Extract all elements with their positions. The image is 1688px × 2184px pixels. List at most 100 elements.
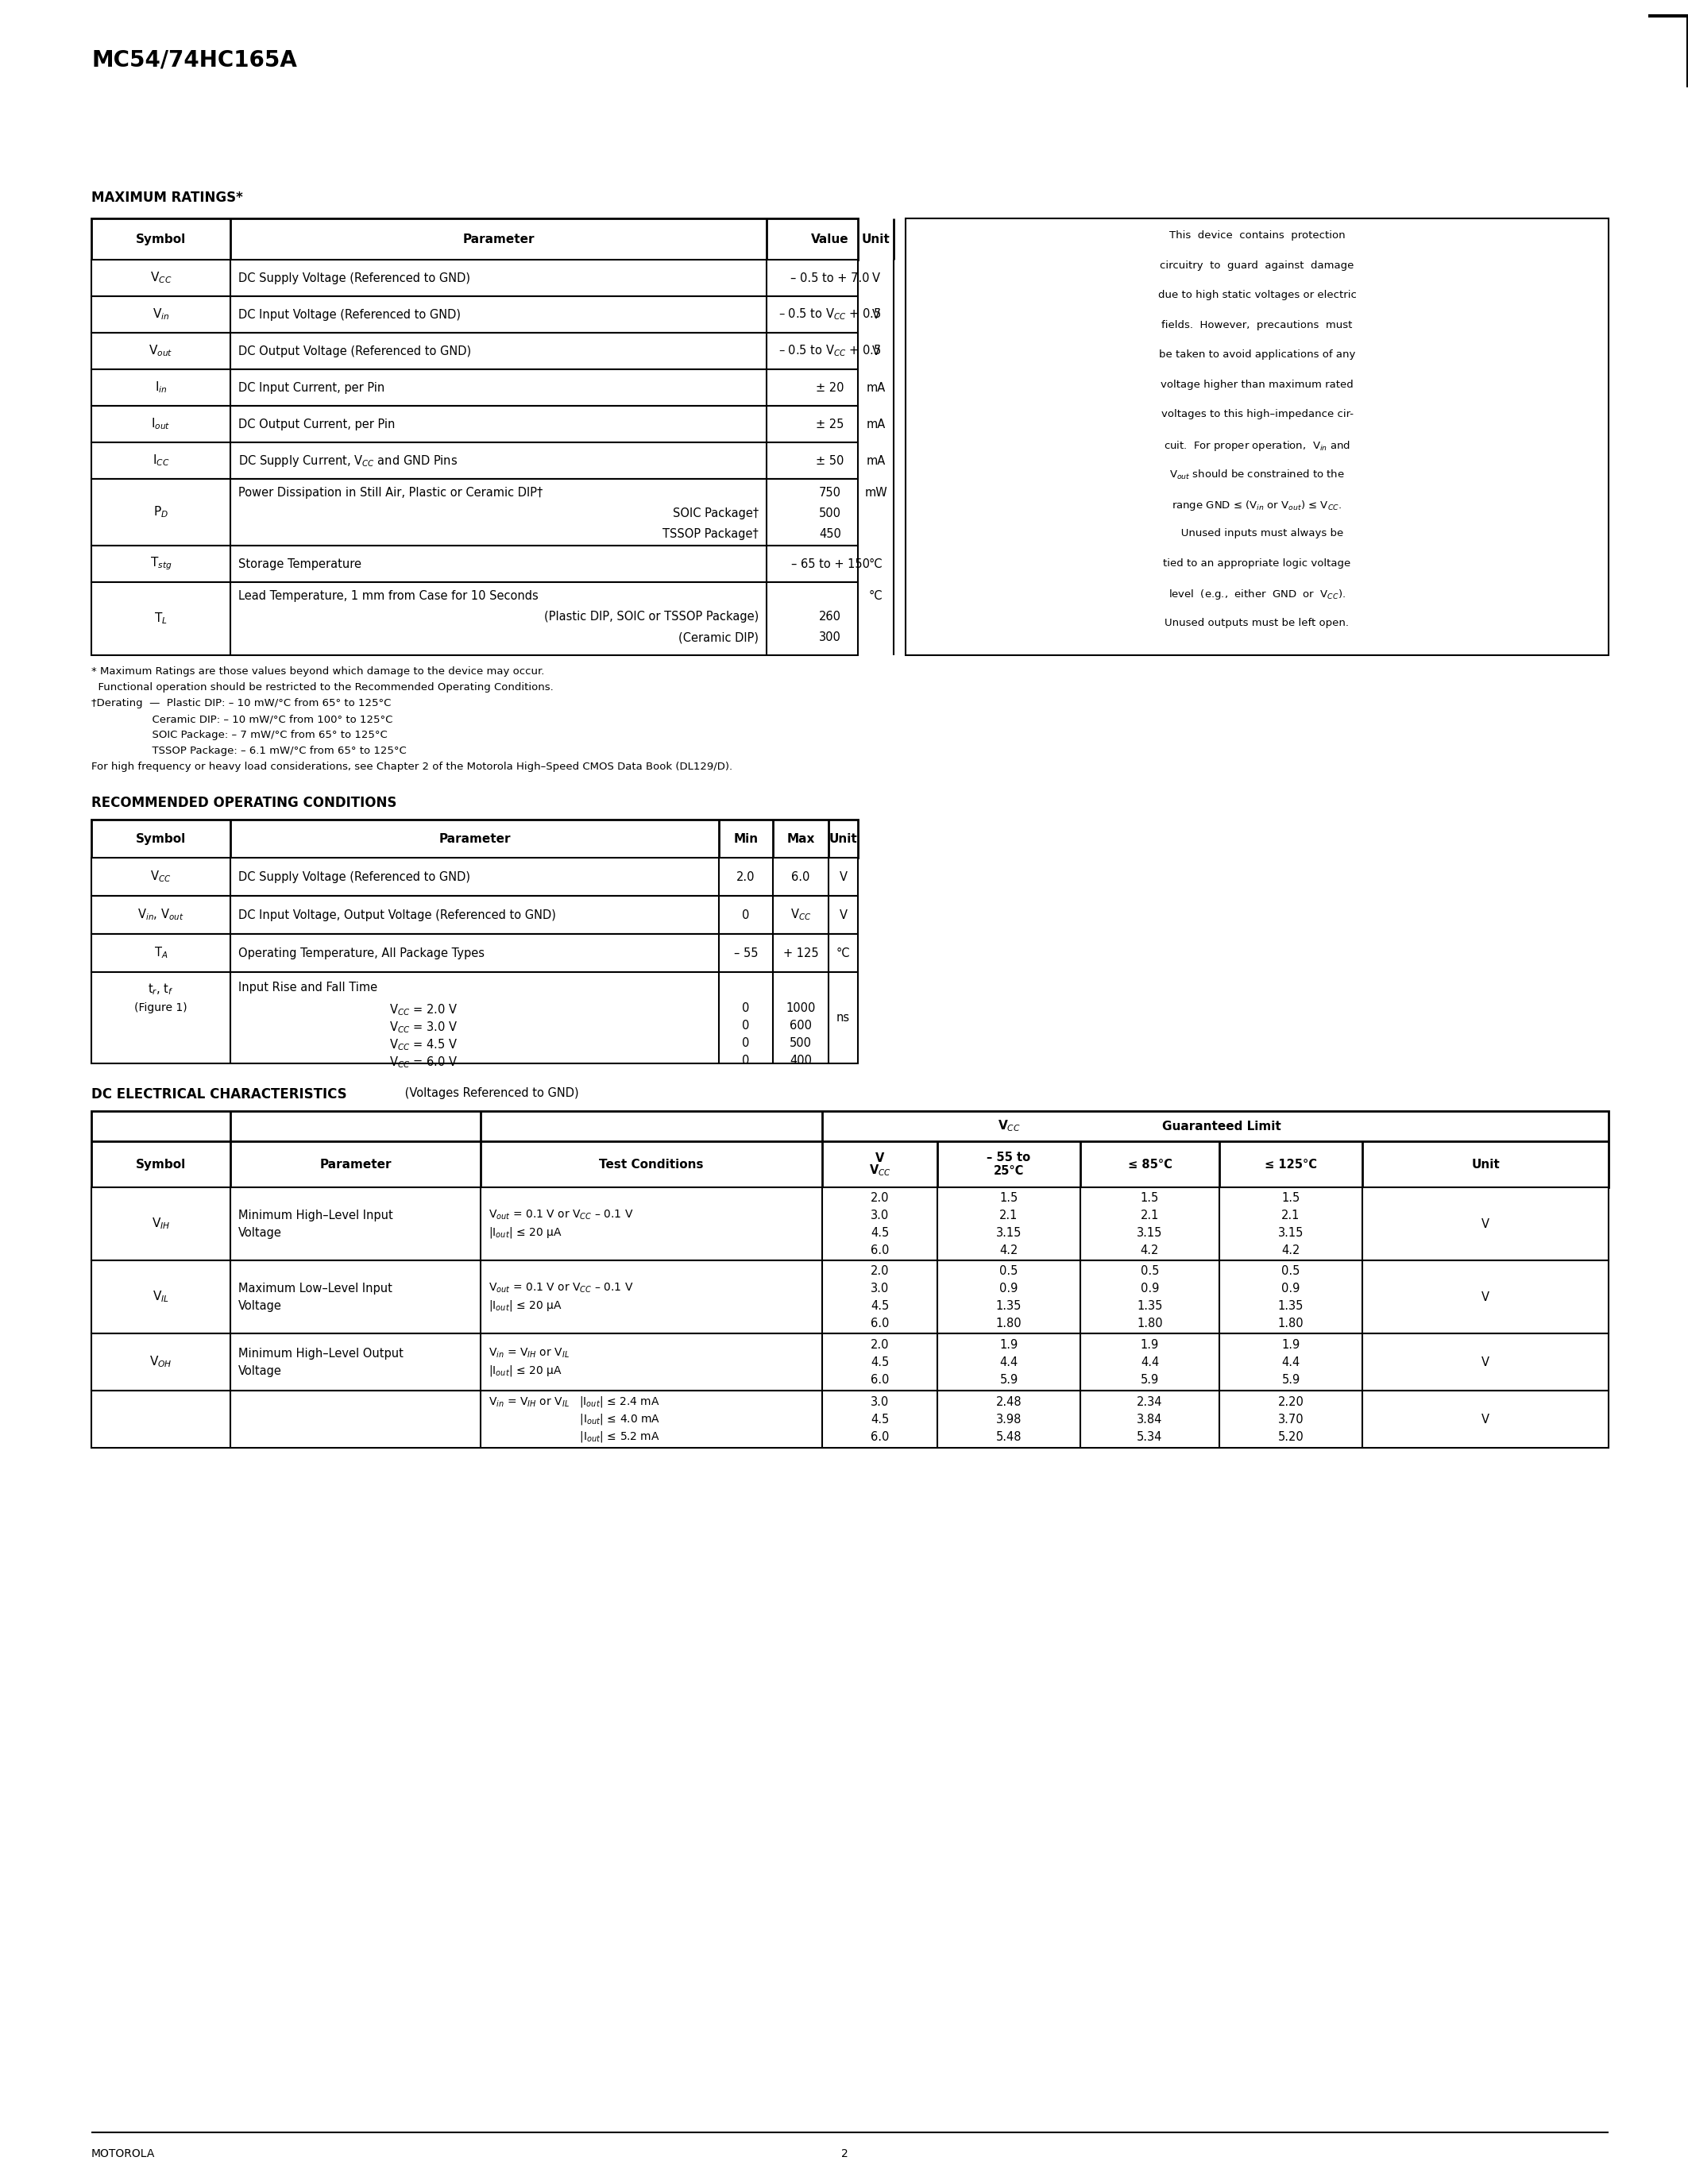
- Text: DC ELECTRICAL CHARACTERISTICS: DC ELECTRICAL CHARACTERISTICS: [91, 1088, 346, 1101]
- Bar: [91, 332, 858, 369]
- Text: level  (e.g.,  either  GND  or  V$_{CC}$).: level (e.g., either GND or V$_{CC}$).: [1168, 587, 1345, 601]
- Text: 500: 500: [819, 507, 841, 520]
- Text: 0: 0: [743, 1002, 749, 1013]
- Text: – 0.5 to + 7.0: – 0.5 to + 7.0: [790, 273, 869, 284]
- Text: |I$_{out}$| ≤ 20 μA: |I$_{out}$| ≤ 20 μA: [488, 1225, 562, 1241]
- Text: Guaranteed Limit: Guaranteed Limit: [1161, 1120, 1281, 1131]
- Text: V$_{CC}$: V$_{CC}$: [790, 909, 812, 922]
- Text: ≤ 85°C: ≤ 85°C: [1128, 1158, 1171, 1171]
- Text: voltage higher than maximum rated: voltage higher than maximum rated: [1161, 380, 1354, 389]
- Text: 6.0: 6.0: [871, 1374, 890, 1385]
- Text: |I$_{out}$| ≤ 20 μA: |I$_{out}$| ≤ 20 μA: [488, 1299, 562, 1313]
- Text: 2.48: 2.48: [996, 1396, 1021, 1409]
- Text: 1.80: 1.80: [1138, 1317, 1163, 1330]
- Bar: [91, 972, 858, 1064]
- Text: Parameter: Parameter: [319, 1158, 392, 1171]
- Text: 1.5: 1.5: [1141, 1192, 1160, 1203]
- Text: 400: 400: [790, 1055, 812, 1066]
- Text: 0.9: 0.9: [999, 1282, 1018, 1295]
- Text: 2.0: 2.0: [871, 1339, 890, 1350]
- Text: 3.84: 3.84: [1138, 1413, 1163, 1426]
- Text: 1.35: 1.35: [1278, 1299, 1303, 1313]
- Text: V$_{CC}$: V$_{CC}$: [150, 271, 172, 286]
- Text: °C: °C: [869, 557, 883, 570]
- Text: + 125: + 125: [783, 948, 819, 959]
- Text: |I$_{out}$| ≤ 4.0 mA: |I$_{out}$| ≤ 4.0 mA: [488, 1413, 660, 1426]
- Text: 0: 0: [743, 909, 749, 922]
- Bar: [91, 478, 858, 546]
- Text: 1.80: 1.80: [1278, 1317, 1303, 1330]
- Text: 2.1: 2.1: [1281, 1210, 1300, 1221]
- Text: 1.9: 1.9: [1141, 1339, 1160, 1350]
- Text: 450: 450: [819, 529, 841, 539]
- Text: MOTOROLA: MOTOROLA: [91, 2149, 155, 2160]
- Text: DC Input Voltage, Output Voltage (Referenced to GND): DC Input Voltage, Output Voltage (Refere…: [238, 909, 555, 922]
- Text: (Ceramic DIP): (Ceramic DIP): [679, 631, 758, 644]
- Text: V: V: [839, 909, 847, 922]
- Bar: [91, 297, 858, 332]
- Text: 300: 300: [819, 631, 841, 644]
- Bar: [91, 858, 858, 895]
- Text: 1.5: 1.5: [999, 1192, 1018, 1203]
- Text: – 0.5 to V$_{CC}$ + 0.5: – 0.5 to V$_{CC}$ + 0.5: [778, 343, 881, 358]
- Text: 3.0: 3.0: [871, 1282, 890, 1295]
- Text: 3.70: 3.70: [1278, 1413, 1303, 1426]
- Text: mW: mW: [864, 487, 888, 498]
- Text: V$_{CC}$ = 2.0 V: V$_{CC}$ = 2.0 V: [390, 1002, 457, 1018]
- Text: DC Supply Current, V$_{CC}$ and GND Pins: DC Supply Current, V$_{CC}$ and GND Pins: [238, 452, 457, 467]
- Text: 0: 0: [743, 1055, 749, 1066]
- Text: Unit: Unit: [829, 832, 858, 845]
- Text: 1.9: 1.9: [999, 1339, 1018, 1350]
- Text: range GND ≤ (V$_{in}$ or V$_{out}$) ≤ V$_{CC}$.: range GND ≤ (V$_{in}$ or V$_{out}$) ≤ V$…: [1171, 498, 1342, 511]
- Text: SOIC Package: – 7 mW/°C from 65° to 125°C: SOIC Package: – 7 mW/°C from 65° to 125°…: [91, 729, 388, 740]
- Text: Symbol: Symbol: [135, 832, 186, 845]
- Bar: [91, 819, 858, 858]
- Text: Ceramic DIP: – 10 mW/°C from 100° to 125°C: Ceramic DIP: – 10 mW/°C from 100° to 125…: [91, 714, 393, 725]
- Text: I$_{CC}$: I$_{CC}$: [152, 454, 169, 467]
- Text: Symbol: Symbol: [135, 234, 186, 245]
- Bar: [91, 443, 858, 478]
- Text: 1.35: 1.35: [996, 1299, 1021, 1313]
- Text: Voltage: Voltage: [238, 1365, 282, 1376]
- Text: cuit.  For proper operation,  V$_{in}$ and: cuit. For proper operation, V$_{in}$ and: [1163, 439, 1350, 452]
- Text: V$_{out}$ should be constrained to the: V$_{out}$ should be constrained to the: [1170, 470, 1345, 480]
- Bar: [91, 935, 858, 972]
- Text: Minimum High–Level Input: Minimum High–Level Input: [238, 1210, 393, 1221]
- Text: Test Conditions: Test Conditions: [599, 1158, 704, 1171]
- Text: Lead Temperature, 1 mm from Case for 10 Seconds: Lead Temperature, 1 mm from Case for 10 …: [238, 590, 538, 603]
- Text: (Voltages Referenced to GND): (Voltages Referenced to GND): [402, 1088, 579, 1099]
- Text: V$_{CC}$: V$_{CC}$: [998, 1118, 1020, 1133]
- Text: V$_{CC}$ = 3.0 V: V$_{CC}$ = 3.0 V: [390, 1020, 457, 1035]
- Text: Value: Value: [812, 234, 849, 245]
- Bar: [91, 583, 858, 655]
- Text: 4.5: 4.5: [871, 1413, 890, 1426]
- Text: T$_{A}$: T$_{A}$: [154, 946, 167, 961]
- Text: Maximum Low–Level Input: Maximum Low–Level Input: [238, 1282, 392, 1295]
- Bar: [905, 218, 1609, 655]
- Text: 4.4: 4.4: [999, 1356, 1018, 1367]
- Text: V: V: [839, 871, 847, 882]
- Text: mA: mA: [866, 454, 886, 467]
- Text: – 55 to
25°C: – 55 to 25°C: [987, 1151, 1031, 1177]
- Bar: [91, 1112, 1609, 1188]
- Text: 2.34: 2.34: [1138, 1396, 1163, 1409]
- Text: Storage Temperature: Storage Temperature: [238, 557, 361, 570]
- Text: 5.9: 5.9: [999, 1374, 1018, 1385]
- Text: V$_{CC}$ = 4.5 V: V$_{CC}$ = 4.5 V: [390, 1037, 457, 1053]
- Text: 0.9: 0.9: [1281, 1282, 1300, 1295]
- Text: 2.1: 2.1: [999, 1210, 1018, 1221]
- Text: Min: Min: [734, 832, 758, 845]
- Text: t$_{r}$, t$_{f}$: t$_{r}$, t$_{f}$: [149, 981, 174, 996]
- Text: DC Input Voltage (Referenced to GND): DC Input Voltage (Referenced to GND): [238, 308, 461, 321]
- Text: |I$_{out}$| ≤ 5.2 mA: |I$_{out}$| ≤ 5.2 mA: [488, 1431, 660, 1444]
- Text: DC Supply Voltage (Referenced to GND): DC Supply Voltage (Referenced to GND): [238, 273, 471, 284]
- Text: V: V: [1482, 1291, 1489, 1304]
- Text: be taken to avoid applications of any: be taken to avoid applications of any: [1158, 349, 1355, 360]
- Text: V$_{CC}$: V$_{CC}$: [869, 1164, 891, 1177]
- Text: (Figure 1): (Figure 1): [135, 1002, 187, 1013]
- Text: P$_{D}$: P$_{D}$: [154, 505, 169, 520]
- Text: ns: ns: [837, 1011, 851, 1024]
- Text: Voltage: Voltage: [238, 1299, 282, 1313]
- Text: 260: 260: [819, 612, 841, 622]
- Text: 5.9: 5.9: [1141, 1374, 1160, 1385]
